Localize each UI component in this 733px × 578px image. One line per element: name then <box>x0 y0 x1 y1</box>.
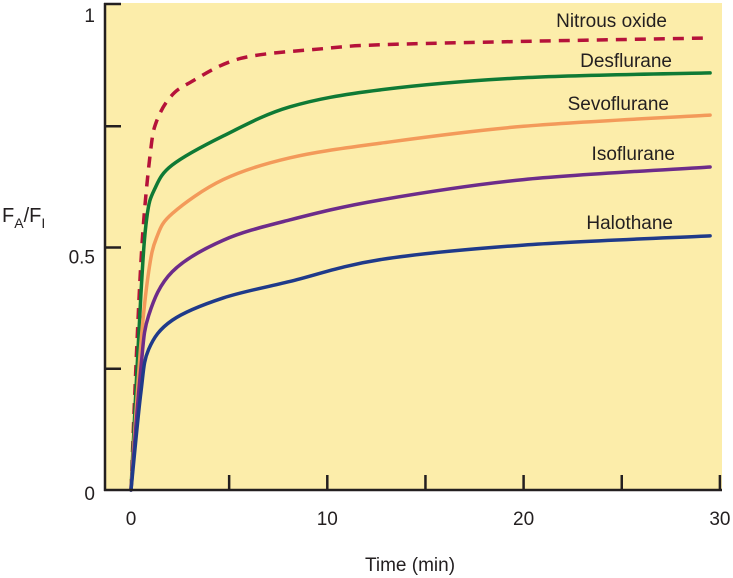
y-tick-label: 0.5 <box>69 248 95 269</box>
series-line-desflurane <box>129 71 712 492</box>
series-line-halothane <box>129 234 712 492</box>
series-label-desflurane: Desflurane <box>580 51 672 72</box>
series-label-nitrous-oxide: Nitrous oxide <box>556 11 667 32</box>
x-tick-label: 30 <box>709 509 730 530</box>
series-line-isoflurane <box>129 165 712 492</box>
series-label-halothane: Halothane <box>586 213 673 234</box>
labels-layer: Nitrous oxide Desflurane Sevoflurane Isoflu… <box>69 6 731 530</box>
series-label-isoflurane: Isoflurane <box>592 144 675 165</box>
y-tick-label: 0 <box>84 484 95 505</box>
series-line-sevoflurane <box>129 113 712 492</box>
series-line-nitrous-oxide <box>129 36 711 491</box>
y-axis-label: FA/FI <box>2 205 45 231</box>
x-tick-label: 10 <box>317 509 338 530</box>
x-tick-label: 0 <box>126 509 137 530</box>
x-axis-label: Time (min) <box>365 555 455 576</box>
y-tick-label: 1 <box>84 6 95 27</box>
x-tick-label: 20 <box>513 509 534 530</box>
series-layer <box>129 36 712 492</box>
series-label-sevoflurane: Sevoflurane <box>568 94 669 115</box>
ticks-layer <box>104 2 722 490</box>
